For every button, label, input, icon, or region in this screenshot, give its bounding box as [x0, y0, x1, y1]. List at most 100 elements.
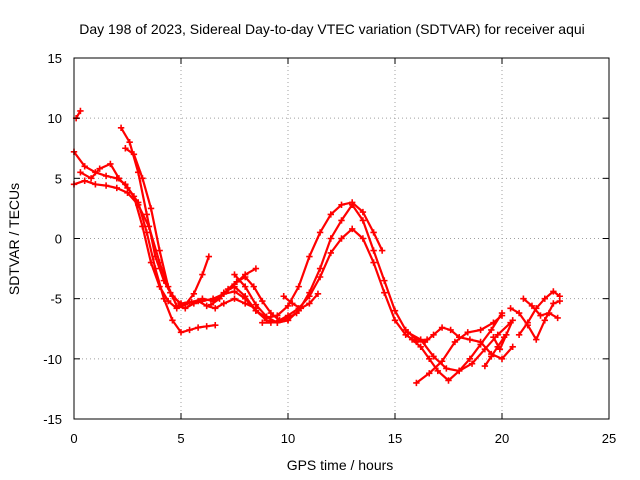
data-point-marker [524, 319, 531, 326]
series-sat-d [77, 160, 219, 336]
data-point-marker [528, 302, 536, 310]
data-point-marker [77, 169, 84, 176]
data-point-marker [338, 217, 345, 224]
data-point-marker [408, 336, 416, 343]
data-point-marker [130, 151, 138, 158]
data-point-marker [537, 312, 544, 319]
x-tick-label: 20 [495, 431, 509, 446]
data-point-marker [242, 283, 249, 290]
series-line [119, 126, 257, 310]
data-point-marker [209, 295, 217, 302]
data-point-marker [231, 283, 238, 290]
data-point-marker [404, 329, 412, 336]
x-tick-label: 10 [281, 431, 295, 446]
series-sat-a [72, 107, 84, 122]
data-point-marker [139, 175, 146, 182]
data-point-marker [498, 355, 506, 363]
data-point-marker [447, 326, 454, 334]
data-point-marker [205, 253, 213, 260]
data-point-marker [186, 326, 193, 334]
data-point-marker [220, 300, 227, 307]
data-point-marker [550, 288, 557, 295]
data-point-marker [359, 235, 367, 242]
series-line [509, 300, 561, 341]
y-tick-label: 5 [55, 171, 62, 186]
data-point-marker [507, 305, 514, 312]
data-point-marker [216, 295, 223, 302]
data-point-marker [263, 313, 270, 320]
data-point-marker [92, 181, 99, 188]
data-point-marker [190, 300, 198, 307]
data-point-marker [391, 307, 399, 314]
data-point-marker [554, 314, 561, 322]
series-line [79, 162, 217, 334]
data-point-marker [115, 175, 123, 182]
data-point-marker [87, 175, 95, 182]
data-point-marker [147, 205, 155, 212]
data-point-marker [96, 165, 103, 172]
data-point-marker [349, 225, 356, 233]
data-point-marker [267, 319, 275, 326]
data-point-marker [156, 247, 163, 254]
y-tick-label: -15 [43, 412, 62, 427]
data-point-marker [280, 293, 287, 300]
data-point-marker [338, 235, 345, 242]
data-point-marker [152, 253, 159, 260]
data-point-marker [381, 289, 388, 296]
data-point-marker [438, 358, 446, 365]
data-point-marker [242, 273, 249, 281]
data-point-marker [500, 333, 508, 341]
data-point-marker [359, 208, 367, 216]
data-point-marker [126, 139, 133, 146]
series-line [423, 326, 514, 360]
data-point-marker [349, 201, 356, 209]
data-point-marker [370, 247, 377, 254]
series-line [222, 201, 384, 319]
data-point-marker [242, 293, 249, 300]
data-point-marker [186, 299, 193, 306]
data-point-marker [556, 293, 563, 300]
data-point-marker [77, 107, 84, 115]
data-point-marker [122, 145, 129, 152]
y-axis-label: SDTVAR / TECUs [6, 183, 22, 295]
data-point-marker [541, 317, 548, 324]
data-point-marker [212, 321, 219, 329]
data-point-marker [81, 163, 88, 170]
data-point-marker [464, 329, 471, 336]
data-point-marker [359, 217, 367, 224]
series-sat-t [481, 333, 508, 370]
x-tick-label: 25 [602, 431, 616, 446]
x-axis-label: GPS time / hours [287, 457, 394, 473]
data-point-marker [81, 177, 88, 184]
x-tick-label: 5 [177, 431, 184, 446]
data-point-marker [306, 300, 313, 307]
data-point-marker [533, 336, 540, 343]
data-point-marker [276, 317, 283, 324]
data-point-marker [143, 229, 150, 236]
data-point-marker [451, 338, 459, 346]
y-tick-label: -10 [43, 352, 62, 367]
data-point-marker [113, 184, 120, 192]
data-point-marker [259, 319, 266, 326]
data-point-marker [391, 317, 399, 324]
data-point-marker [316, 229, 324, 236]
data-point-marker [160, 295, 168, 302]
data-point-marker [164, 297, 172, 305]
data-point-marker [541, 295, 548, 302]
data-point-marker [509, 343, 516, 350]
data-point-marker [509, 317, 516, 324]
data-point-marker [426, 355, 433, 363]
data-point-marker [169, 317, 176, 324]
data-point-marker [267, 309, 275, 317]
data-point-marker [438, 324, 446, 331]
data-point-marker [233, 278, 240, 286]
series-line [233, 203, 418, 341]
data-point-marker [143, 211, 150, 218]
data-point-marker [135, 199, 142, 206]
data-point-marker [378, 247, 386, 254]
data-point-marker [498, 312, 506, 319]
data-point-marker [316, 265, 324, 272]
series-line [411, 312, 504, 382]
data-point-marker [515, 309, 523, 317]
data-point-marker [306, 253, 313, 260]
